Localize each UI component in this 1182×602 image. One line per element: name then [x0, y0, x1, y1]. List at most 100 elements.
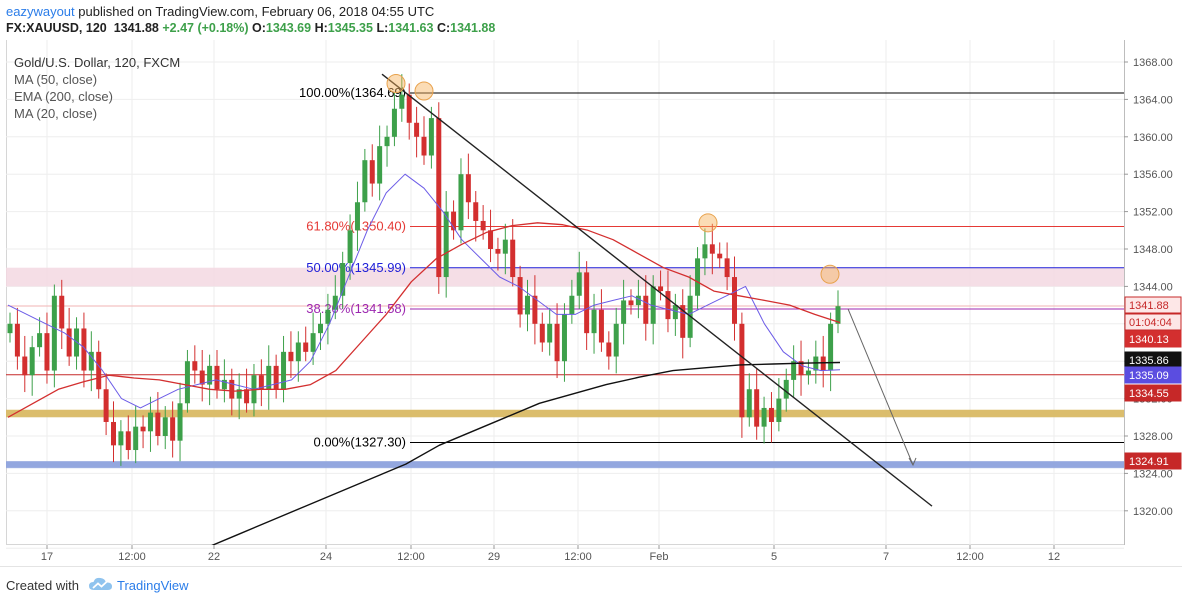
- fib-label: 100.00%(1364.69): [299, 85, 406, 100]
- price-tag-label: 1335.86: [1129, 355, 1169, 367]
- tradingview-cloud-icon[interactable]: [88, 576, 114, 592]
- candle-body: [214, 365, 220, 390]
- publish-info: eazywayout published on TradingView.com,…: [6, 4, 434, 19]
- fib-label: 0.00%(1327.30): [313, 435, 406, 450]
- candle-body: [236, 389, 242, 399]
- candle-body: [606, 342, 612, 357]
- open-value: 1343.69: [265, 21, 312, 35]
- candle-body: [310, 333, 316, 352]
- gold-support-band: [6, 409, 1124, 417]
- price-tag-timer: [1124, 313, 1182, 331]
- touch-marker: [698, 213, 718, 233]
- candle-body: [207, 365, 213, 385]
- candle-body: [621, 300, 627, 324]
- candle-body: [724, 258, 730, 278]
- y-tick-label: 1368.00: [1133, 57, 1173, 69]
- price-tag-ma20: [1124, 366, 1182, 384]
- fib-label: 50.00%(1345.99): [306, 260, 406, 275]
- candle-body: [554, 323, 560, 362]
- candle-body: [155, 412, 161, 436]
- price-tag-support: [1124, 452, 1182, 470]
- candle-body: [399, 94, 405, 109]
- candle-body: [140, 426, 146, 432]
- candle-body: [88, 351, 94, 371]
- symbol-name[interactable]: FX:XAUUSD, 120: [6, 21, 107, 35]
- candle-body: [347, 230, 353, 264]
- candle-body: [199, 370, 205, 385]
- candle-body: [709, 244, 715, 254]
- y-tick-label: 1364.00: [1133, 94, 1173, 106]
- author-link[interactable]: eazywayout: [6, 4, 75, 19]
- close-label: C:: [436, 21, 451, 35]
- candle-body: [650, 286, 656, 324]
- candle-body: [406, 94, 412, 123]
- candle-body: [695, 258, 701, 296]
- candle-body: [258, 375, 264, 390]
- candle-body: [288, 351, 294, 362]
- x-tick-label: 12: [1048, 551, 1060, 563]
- candle-body: [362, 160, 368, 203]
- candle-body: [303, 342, 309, 352]
- symbol-quote: FX:XAUUSD, 120 1341.88 +2.47 (+0.18%) O:…: [6, 21, 495, 35]
- candle-body: [598, 309, 604, 343]
- tradingview-link[interactable]: TradingView: [117, 578, 189, 593]
- candle-body: [465, 174, 471, 203]
- legend-title[interactable]: Gold/U.S. Dollar, 120, FXCM: [14, 55, 181, 70]
- price-tag-label: 1335.09: [1129, 370, 1169, 382]
- candle-body: [488, 230, 494, 249]
- candle-body: [184, 361, 190, 404]
- projection-arrow: [847, 308, 914, 466]
- candle-body: [732, 277, 737, 324]
- candle-body: [162, 417, 168, 436]
- candle-body: [658, 286, 664, 292]
- price-change: +2.47 (+0.18%): [162, 21, 249, 35]
- candle-body: [754, 389, 760, 427]
- candle-body: [436, 118, 442, 278]
- candle-body: [451, 211, 457, 231]
- touch-marker: [820, 264, 840, 284]
- chart-legend: Gold/U.S. Dollar, 120, FXCM MA (50, clos…: [14, 54, 180, 122]
- candle-body: [391, 108, 397, 137]
- candle-body: [59, 295, 65, 329]
- candle-body: [739, 323, 745, 418]
- arrow-head: [908, 457, 917, 467]
- candle-body: [354, 202, 360, 231]
- candle-body: [613, 323, 619, 357]
- candle-body: [111, 421, 116, 446]
- candle-body: [783, 379, 789, 399]
- legend-ma20[interactable]: MA (20, close): [14, 106, 98, 121]
- x-tick-label: 7: [883, 551, 889, 563]
- candles: [7, 74, 841, 466]
- low-label: L:: [376, 21, 389, 35]
- touch-marker: [414, 81, 434, 101]
- created-with-text: Created with: [6, 578, 79, 593]
- candle-body: [525, 295, 530, 315]
- ma20-line: [7, 173, 841, 409]
- candle-body: [37, 333, 43, 348]
- legend-ema200[interactable]: EMA (200, close): [14, 89, 113, 104]
- zone-pink: [6, 267, 1124, 287]
- price-chart[interactable]: 100.00%(1364.69)61.80%(1350.40)50.00%(13…: [0, 0, 1182, 566]
- legend-ma50[interactable]: MA (50, close): [14, 72, 98, 87]
- candle-body: [384, 136, 390, 147]
- candle-body: [835, 306, 841, 324]
- candle-body: [584, 272, 590, 334]
- candle-body: [672, 305, 678, 320]
- candle-body: [221, 379, 227, 390]
- candle-body: [295, 342, 301, 362]
- candle-body: [318, 323, 323, 334]
- candle-body: [702, 244, 708, 259]
- high-value: 1345.35: [327, 21, 373, 35]
- candle-body: [473, 202, 479, 221]
- x-tick-label: 22: [208, 551, 220, 563]
- plot-area[interactable]: [6, 40, 1124, 545]
- candle-body: [133, 426, 139, 451]
- y-tick-label: 1348.00: [1133, 244, 1173, 256]
- candle-body: [332, 295, 338, 310]
- candle-body: [177, 403, 183, 441]
- candle-body: [29, 347, 35, 376]
- fib-label: 38.20%(1341.58): [306, 301, 406, 316]
- x-tick-label: 12:00: [564, 551, 592, 563]
- touch-marker: [386, 74, 406, 94]
- candle-body: [495, 249, 501, 254]
